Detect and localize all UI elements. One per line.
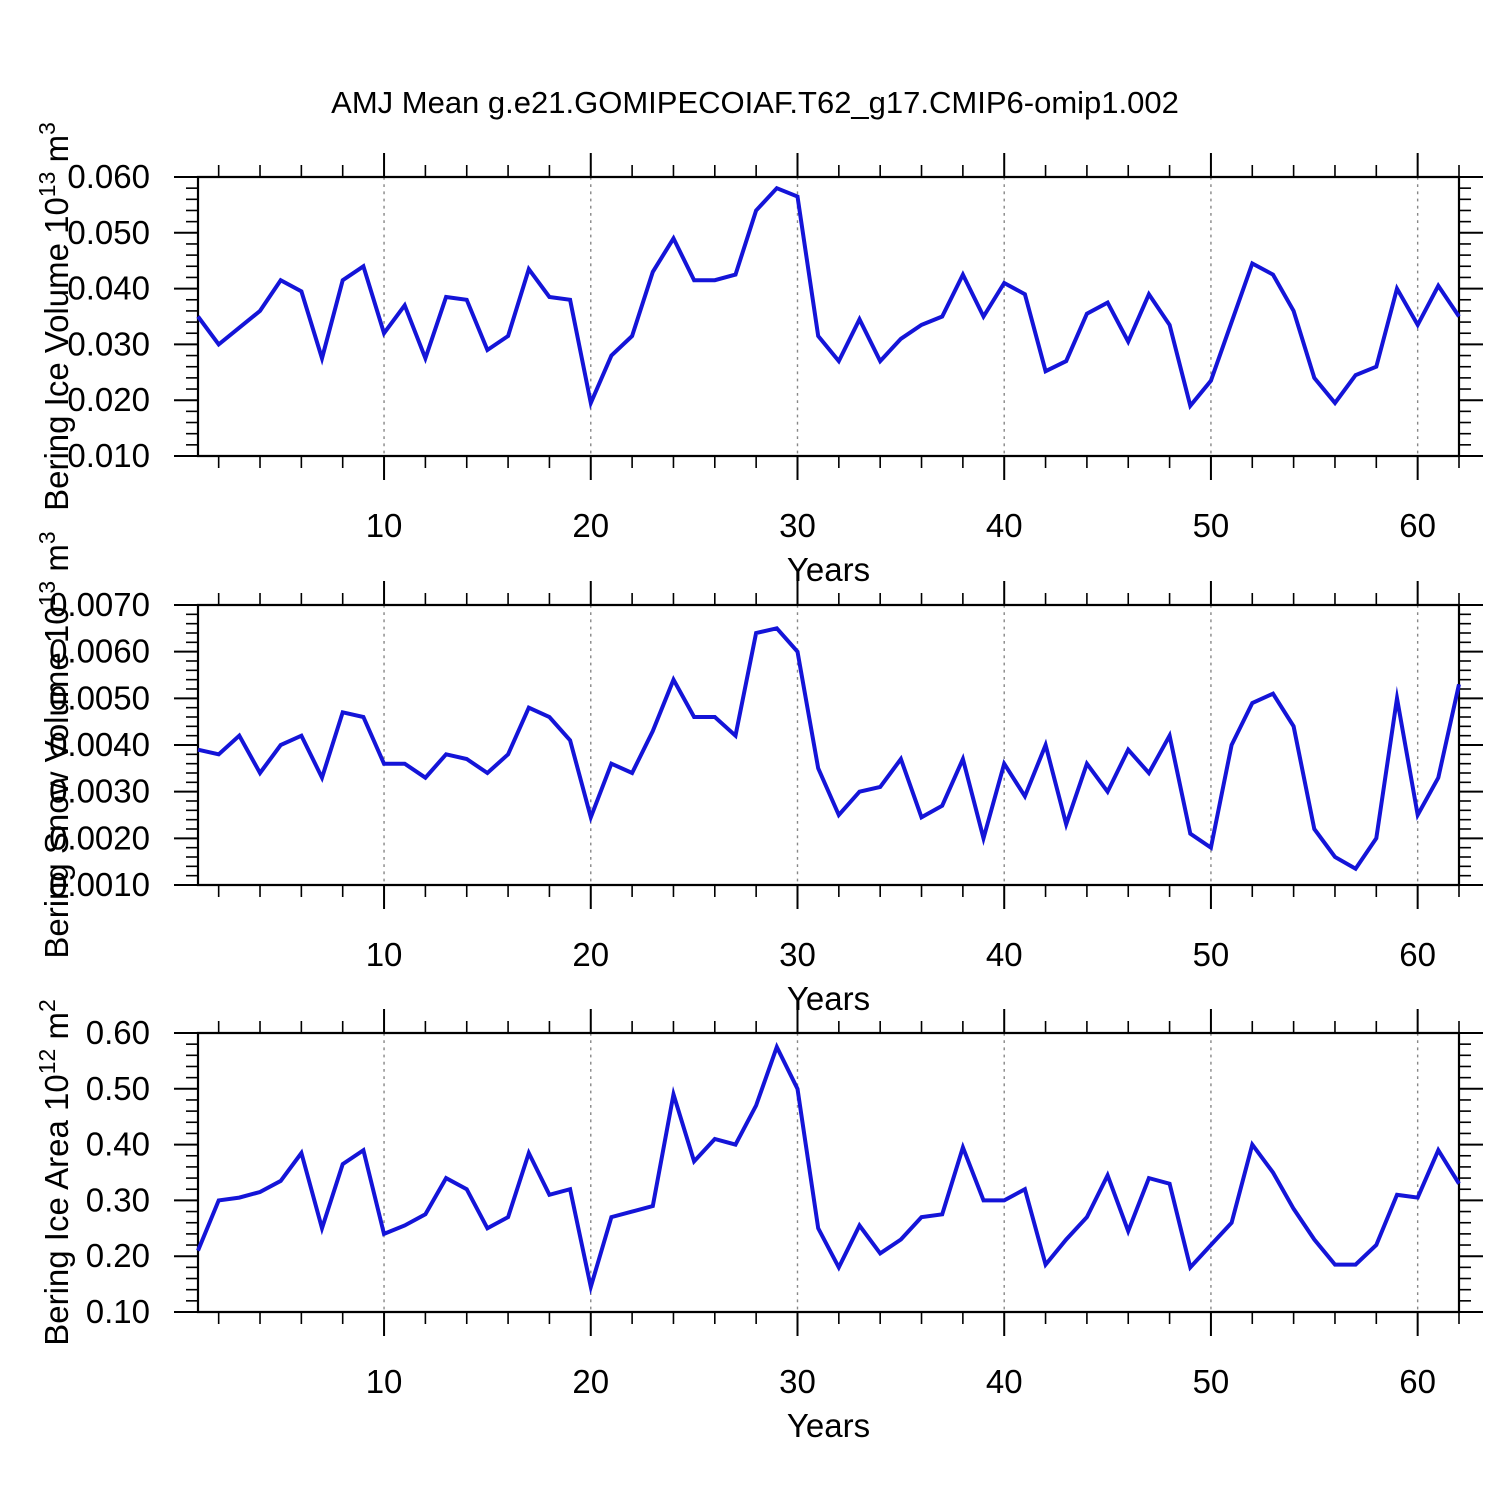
y-tick-label: 0.40 bbox=[86, 1126, 150, 1163]
panel-bering-ice-volume: 0.010 0.020 0.030 0.040 0.050 0.060 10 20 30 40 50… bbox=[34, 122, 1483, 588]
y-tick-label: 0.050 bbox=[67, 214, 150, 251]
x-tick-label: 40 bbox=[986, 1363, 1023, 1400]
y-tick-label: 0.10 bbox=[86, 1293, 150, 1330]
x-axis-title-years: Years bbox=[787, 1407, 870, 1444]
y-tick-label: 0.60 bbox=[86, 1014, 150, 1051]
panel-bering-snow-volume: 0.0010 0.0020 0.0030 0.0040 0.0050 0.0060 0.00… bbox=[34, 531, 1483, 1017]
y-tick-label: 0.040 bbox=[67, 270, 150, 307]
x-axis-title-years: Years bbox=[787, 980, 870, 1017]
x-axis-title-years: Years bbox=[787, 551, 870, 588]
data-line-bering-ice-area bbox=[196, 1041, 1461, 1296]
x-tick-label: 50 bbox=[1193, 507, 1230, 544]
x-tick-label: 20 bbox=[572, 936, 609, 973]
x-tick-label: 60 bbox=[1399, 936, 1436, 973]
y-tick-label: 0.0040 bbox=[49, 726, 150, 763]
x-tick-label: 10 bbox=[366, 936, 403, 973]
y-tick-label: 0.0020 bbox=[49, 819, 150, 856]
y-tick-label: 0.0030 bbox=[49, 773, 150, 810]
y-tick-label: 0.20 bbox=[86, 1237, 150, 1274]
y-axis-title: Bering Snow Volume 1013 m3 bbox=[34, 531, 75, 958]
plot-box bbox=[196, 1031, 1461, 1314]
y-axis-title: Bering Ice Volume 1013 m3 bbox=[34, 122, 75, 511]
x-tick-label: 50 bbox=[1193, 936, 1230, 973]
x-tick-label: 60 bbox=[1399, 507, 1436, 544]
y-tick-label: 0.50 bbox=[86, 1070, 150, 1107]
data-line-bering-snow-volume bbox=[197, 626, 1461, 872]
y-tick-label: 0.0050 bbox=[49, 679, 150, 716]
x-tick-label: 60 bbox=[1399, 1363, 1436, 1400]
chart-title: AMJ Mean g.e21.GOMIPECOIAF.T62_g17.CMIP6… bbox=[331, 85, 1179, 120]
x-tick-label: 40 bbox=[986, 936, 1023, 973]
y-tick-label: 0.0010 bbox=[49, 866, 150, 903]
x-tick-label: 30 bbox=[779, 936, 816, 973]
y-tick-label: 0.0070 bbox=[49, 586, 150, 623]
y-tick-label: 0.0060 bbox=[49, 633, 150, 670]
panel-bering-ice-area: 0.10 0.20 0.30 0.40 0.50 0.60 10 20 30 40 50 60 Year… bbox=[34, 999, 1483, 1444]
data-line-bering-ice-volume bbox=[196, 185, 1461, 411]
x-tick-label: 30 bbox=[779, 1363, 816, 1400]
x-tick-label: 20 bbox=[572, 507, 609, 544]
plot-box bbox=[196, 603, 1461, 887]
x-tick-label: 10 bbox=[366, 507, 403, 544]
x-tick-label: 30 bbox=[779, 507, 816, 544]
y-tick-label: 0.010 bbox=[67, 437, 150, 474]
x-tick-label: 40 bbox=[986, 507, 1023, 544]
y-tick-label: 0.020 bbox=[67, 381, 150, 418]
y-axis-title: Bering Ice Area 1012 m2 bbox=[34, 999, 75, 1346]
x-tick-label: 20 bbox=[572, 1363, 609, 1400]
x-tick-label: 10 bbox=[366, 1363, 403, 1400]
x-tick-label: 50 bbox=[1193, 1363, 1230, 1400]
y-tick-label: 0.060 bbox=[67, 158, 150, 195]
y-tick-label: 0.030 bbox=[67, 325, 150, 362]
y-tick-label: 0.30 bbox=[86, 1181, 150, 1218]
plot-box bbox=[196, 175, 1461, 458]
